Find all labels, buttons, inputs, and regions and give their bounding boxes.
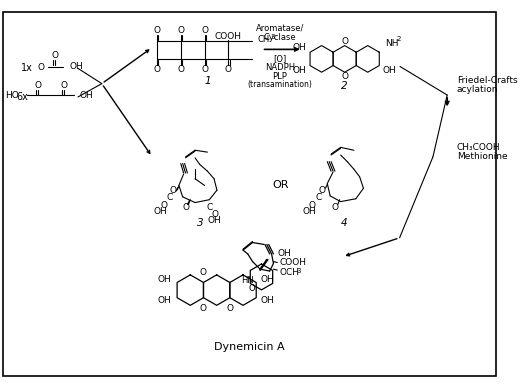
Text: Friedel-Crafts: Friedel-Crafts (457, 76, 517, 85)
Text: [O]: [O] (273, 54, 286, 63)
Text: OH: OH (154, 207, 168, 216)
Text: O: O (160, 201, 167, 210)
Text: O: O (170, 186, 177, 195)
Text: OH: OH (80, 90, 94, 100)
Text: O: O (154, 26, 160, 35)
Text: OH: OH (302, 207, 316, 216)
Text: O: O (212, 210, 219, 220)
Text: OH: OH (207, 216, 221, 225)
Text: HN: HN (241, 277, 254, 286)
Text: O: O (226, 304, 233, 313)
Text: O: O (200, 304, 207, 313)
Text: C: C (206, 203, 212, 212)
Text: O: O (201, 26, 208, 35)
Text: O: O (225, 65, 232, 74)
Text: Methionine: Methionine (457, 152, 507, 161)
Text: 2: 2 (341, 81, 348, 90)
Text: O: O (309, 201, 315, 210)
Text: CH₃COOH: CH₃COOH (457, 143, 500, 152)
Text: O: O (154, 65, 160, 74)
Text: acylation: acylation (457, 85, 498, 94)
Text: OCH: OCH (279, 267, 299, 277)
Text: O: O (341, 37, 348, 46)
Text: 3: 3 (196, 218, 203, 229)
Text: (transamination): (transamination) (247, 80, 312, 89)
Text: Aromatase/: Aromatase/ (256, 24, 304, 33)
Text: COOH: COOH (279, 258, 306, 267)
Text: OH: OH (158, 275, 171, 284)
Text: 2: 2 (396, 36, 401, 42)
Text: 4: 4 (341, 218, 348, 229)
Text: O: O (37, 63, 45, 72)
Text: PLP: PLP (272, 71, 287, 81)
Text: O: O (201, 65, 208, 74)
Text: 1: 1 (204, 76, 211, 86)
Text: O: O (341, 71, 348, 81)
Text: O: O (52, 50, 59, 60)
Text: O: O (35, 81, 41, 90)
Text: NH: NH (385, 39, 398, 48)
Text: COOH: COOH (215, 31, 242, 41)
Text: OH: OH (70, 62, 83, 71)
Text: O: O (318, 186, 325, 195)
Text: HO: HO (5, 90, 19, 100)
Text: CH: CH (258, 35, 270, 44)
Text: 3: 3 (270, 34, 275, 40)
Text: C: C (315, 193, 322, 202)
Text: Dynemicin A: Dynemicin A (214, 342, 285, 352)
Text: OR: OR (272, 180, 289, 191)
Text: OH: OH (383, 66, 397, 75)
Text: OH: OH (260, 275, 274, 284)
Text: O: O (177, 26, 184, 35)
Text: 6x: 6x (16, 92, 28, 102)
Text: O: O (249, 284, 256, 293)
Text: Cyclase: Cyclase (264, 33, 296, 42)
Text: OH: OH (292, 43, 307, 52)
Text: OH: OH (158, 296, 171, 305)
Text: 3: 3 (296, 268, 300, 274)
Text: O: O (177, 65, 184, 74)
Text: O: O (200, 267, 207, 277)
Text: NADPH: NADPH (265, 63, 295, 72)
Text: OH: OH (260, 296, 274, 305)
Text: OH: OH (277, 249, 291, 258)
Text: O: O (182, 203, 189, 212)
Text: O: O (60, 81, 67, 90)
Text: OH: OH (292, 66, 307, 75)
Text: C: C (166, 193, 172, 202)
Text: 1x: 1x (21, 63, 33, 73)
Text: O: O (331, 203, 339, 212)
